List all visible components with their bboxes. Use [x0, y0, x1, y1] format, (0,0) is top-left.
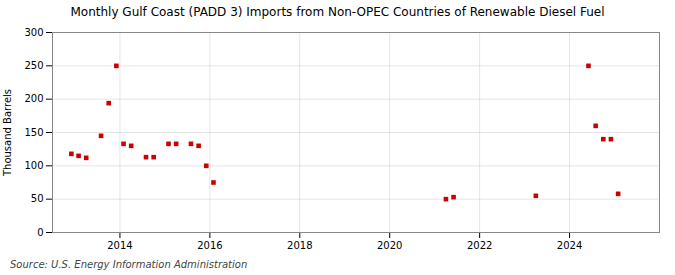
html-text:Source: U.S. Energy Informatio: Source: U.S. Energy Information Administ… [10, 259, 248, 270]
svg-text:2020: 2020 [377, 240, 402, 251]
svg-text:2016: 2016 [197, 240, 222, 251]
svg-text:150: 150 [24, 127, 43, 138]
svg-text:100: 100 [24, 160, 43, 171]
svg-text:300: 300 [24, 27, 43, 38]
svg-text:250: 250 [24, 60, 43, 71]
svg-text:50: 50 [31, 193, 44, 204]
svg-text:2018: 2018 [287, 240, 312, 251]
svg-text:2014: 2014 [107, 240, 132, 251]
svg-text:Thousand Barrels: Thousand Barrels [2, 89, 13, 177]
svg-text:2024: 2024 [557, 240, 582, 251]
svg-text:2022: 2022 [467, 240, 492, 251]
svg-text:0: 0 [37, 227, 43, 238]
svg-text:200: 200 [24, 93, 43, 104]
html-text:Monthly Gulf Coast (PADD 3) Im: Monthly Gulf Coast (PADD 3) Imports from… [70, 5, 605, 19]
